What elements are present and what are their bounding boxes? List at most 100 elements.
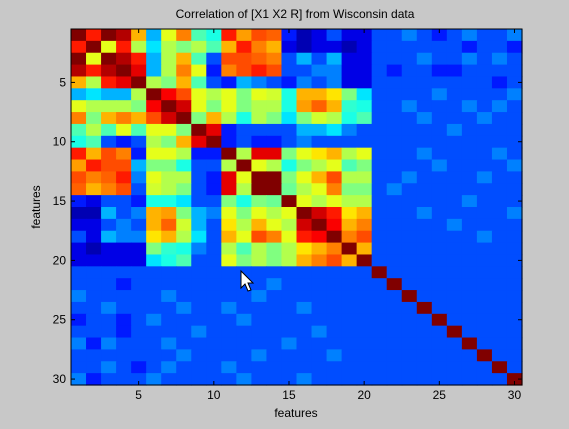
- heatmap-cell: [221, 254, 237, 267]
- heatmap-cell: [401, 123, 418, 137]
- heatmap-cell: [161, 207, 177, 220]
- heatmap-cell: [191, 337, 207, 350]
- heatmap-cell: [116, 76, 132, 89]
- heatmap-cell: [221, 100, 237, 113]
- heatmap-cell: [416, 278, 433, 291]
- heatmap-cell: [461, 29, 478, 42]
- heatmap-cell: [176, 373, 192, 386]
- heatmap-cell: [371, 88, 388, 101]
- heatmap-cell: [71, 64, 87, 78]
- heatmap-cell: [356, 361, 373, 374]
- heatmap-cell: [491, 100, 508, 113]
- heatmap-cell: [506, 218, 523, 232]
- heatmap-cell: [161, 171, 177, 184]
- heatmap-cell: [341, 349, 358, 362]
- heatmap-cell: [206, 40, 222, 54]
- heatmap-cell: [416, 301, 433, 315]
- heatmap-cell: [401, 147, 418, 161]
- heatmap-cell: [86, 349, 102, 362]
- heatmap-cell: [491, 230, 508, 244]
- heatmap-cell: [71, 254, 87, 267]
- heatmap-cell: [206, 349, 222, 362]
- heatmap-cell: [491, 147, 508, 161]
- heatmap-cell: [281, 242, 298, 256]
- heatmap-cell: [326, 159, 343, 172]
- heatmap-cell: [446, 147, 463, 161]
- heatmap-cell: [491, 64, 508, 78]
- heatmap-cell: [401, 29, 418, 42]
- heatmap-cell: [401, 230, 418, 244]
- heatmap-cell: [326, 29, 343, 42]
- heatmap-cell: [206, 135, 222, 149]
- heatmap-cell: [176, 242, 192, 256]
- heatmap-cell: [221, 171, 237, 184]
- heatmap-cell: [161, 52, 177, 66]
- heatmap-cell: [386, 230, 403, 244]
- heatmap-cell: [326, 123, 343, 137]
- heatmap-cell: [146, 64, 162, 78]
- heatmap-cell: [191, 218, 207, 232]
- heatmap-cell: [281, 278, 298, 291]
- heatmap-cell: [356, 123, 373, 137]
- heatmap-cell: [131, 112, 147, 125]
- heatmap-cell: [401, 337, 418, 350]
- heatmap-cell: [146, 301, 162, 315]
- heatmap-cell: [446, 325, 463, 339]
- heatmap-cell: [161, 313, 177, 327]
- heatmap-cell: [326, 195, 343, 208]
- heatmap-cell: [446, 123, 463, 137]
- heatmap-cell: [131, 147, 147, 161]
- heatmap-cell: [416, 361, 433, 374]
- heatmap-cell: [71, 100, 87, 113]
- heatmap-cell: [251, 112, 268, 125]
- heatmap-cell: [71, 218, 87, 232]
- heatmap-cell: [491, 373, 508, 386]
- heatmap-cell: [491, 349, 508, 362]
- heatmap-cell: [116, 123, 132, 137]
- heatmap-cell: [476, 171, 493, 184]
- heatmap-cell: [176, 207, 192, 220]
- heatmap-cell: [176, 52, 192, 66]
- heatmap-cell: [296, 64, 313, 78]
- heatmap-cell: [476, 29, 493, 42]
- heatmap-cell: [491, 88, 508, 101]
- heatmap-cell: [476, 183, 493, 196]
- heatmap-cell: [506, 64, 523, 78]
- heatmap-cell: [386, 325, 403, 339]
- heatmap-cell: [146, 230, 162, 244]
- heatmap-cell: [341, 76, 358, 89]
- heatmap-cell: [431, 135, 448, 149]
- heatmap-cell: [476, 230, 493, 244]
- heatmap-cell: [431, 230, 448, 244]
- heatmap-cell: [236, 88, 252, 101]
- heatmap-cell: [236, 135, 252, 149]
- heatmap-cell: [251, 337, 268, 350]
- heatmap-cell: [446, 313, 463, 327]
- heatmap-cell: [506, 337, 523, 350]
- heatmap-cell: [86, 159, 102, 172]
- heatmap-cell: [221, 159, 237, 172]
- heatmap-cell: [281, 230, 298, 244]
- heatmap-cell: [446, 301, 463, 315]
- heatmap-cell: [356, 159, 373, 172]
- heatmap-cell: [161, 123, 177, 137]
- heatmap-cell: [206, 171, 222, 184]
- heatmap-cell: [221, 135, 237, 149]
- heatmap-cell: [341, 195, 358, 208]
- heatmap-cell: [131, 135, 147, 149]
- heatmap-cell: [386, 301, 403, 315]
- heatmap-cell: [476, 40, 493, 54]
- heatmap-cell: [131, 195, 147, 208]
- heatmap-cell: [131, 40, 147, 54]
- heatmap-cell: [416, 349, 433, 362]
- heatmap-cell: [461, 254, 478, 267]
- heatmap-cell: [431, 100, 448, 113]
- heatmap-cell: [161, 230, 177, 244]
- heatmap-cell: [431, 123, 448, 137]
- heatmap-cell: [506, 88, 523, 101]
- heatmap-cell: [221, 325, 237, 339]
- heatmap-cell: [386, 29, 403, 42]
- heatmap-cell: [176, 171, 192, 184]
- heatmap-cell: [266, 112, 283, 125]
- heatmap-cell: [206, 195, 222, 208]
